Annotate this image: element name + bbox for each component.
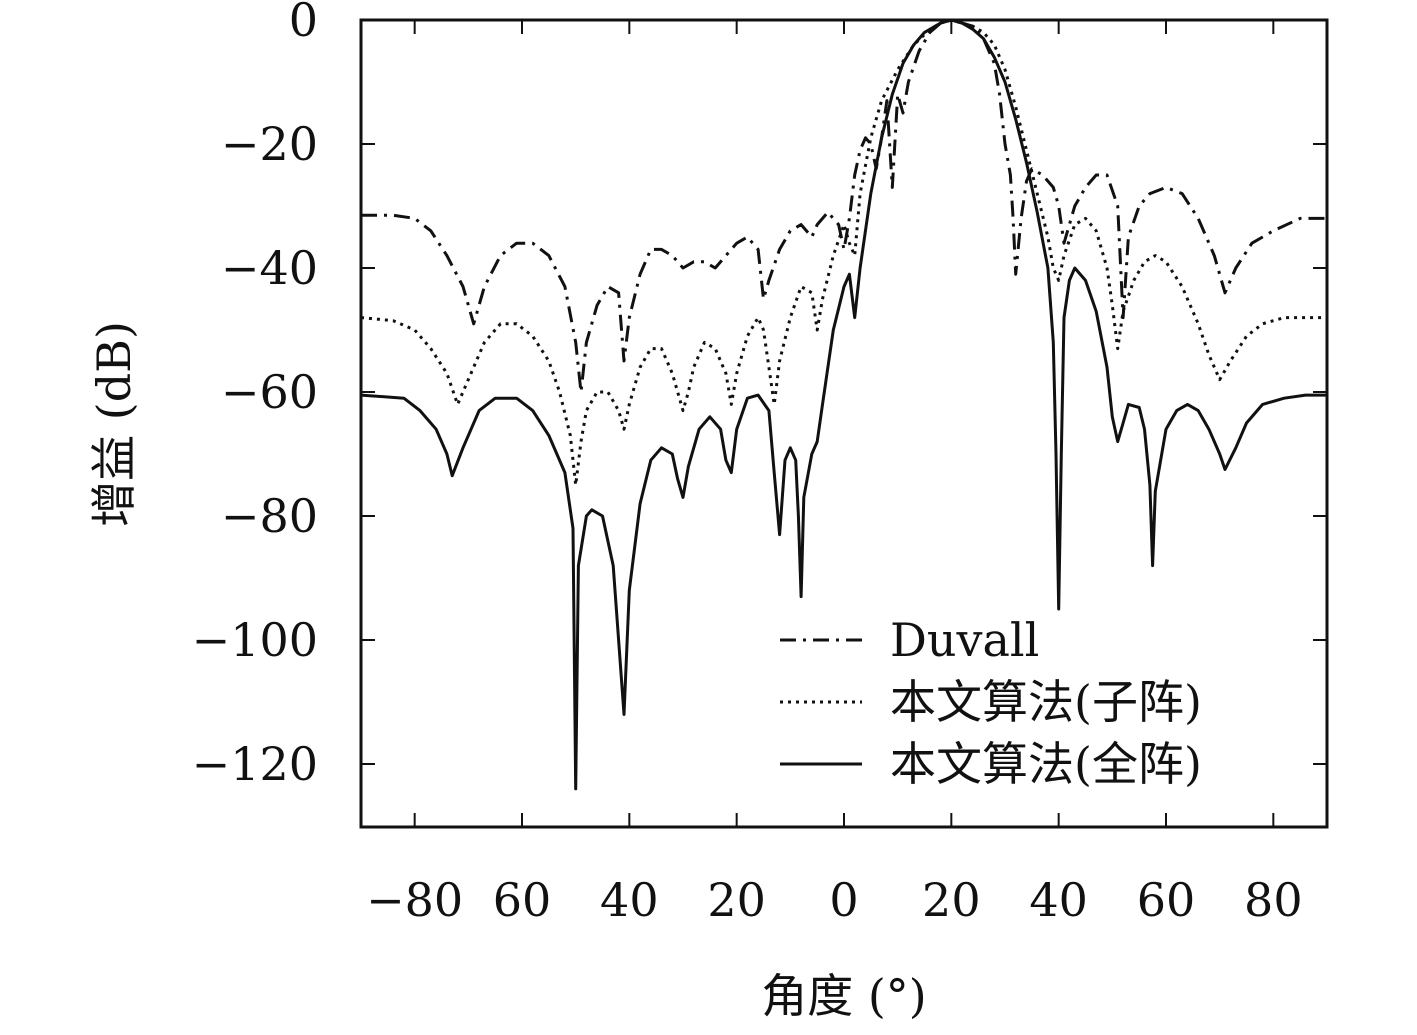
series-line-1 [361,18,1327,394]
x-tick-label: 20 [707,873,766,927]
x-tick-label: 40 [600,873,659,927]
series-line-3 [360,18,1327,791]
x-tick-label: 0 [829,873,858,927]
series-line-2 [360,18,1327,487]
x-tick-label: 40 [1029,873,1088,927]
x-tick-label: 80 [1244,873,1303,927]
series-layer [360,18,1327,791]
legend-label: Duvall [890,613,1039,667]
legend: Duvall 本文算法(子阵) 本文算法(全阵) [780,613,1202,791]
x-axis-label: 角度 (°) [761,969,927,1023]
y-tick-label: 0 [289,0,318,47]
y-tick-label: −80 [221,489,318,543]
y-tick-label: −40 [221,241,318,295]
x-tick-label: 60 [1137,873,1196,927]
y-tick-label: −60 [221,365,318,419]
legend-label: 本文算法(子阵) [890,675,1202,729]
legend-label: 本文算法(全阵) [890,737,1202,791]
y-tick-label: −100 [192,613,318,667]
y-tick-label: −120 [192,737,318,791]
y-tick-label: −20 [221,117,318,171]
x-tick-label: −80 [366,873,463,927]
y-axis-label: 增益 (dB) [87,321,141,527]
x-tick-label: 20 [922,873,981,927]
ticks-layer: −80 60 40 20 0 20 40 60 80 0 −20 −40 −60 −80 −100 −120 [192,0,1327,927]
x-tick-label: 60 [493,873,552,927]
